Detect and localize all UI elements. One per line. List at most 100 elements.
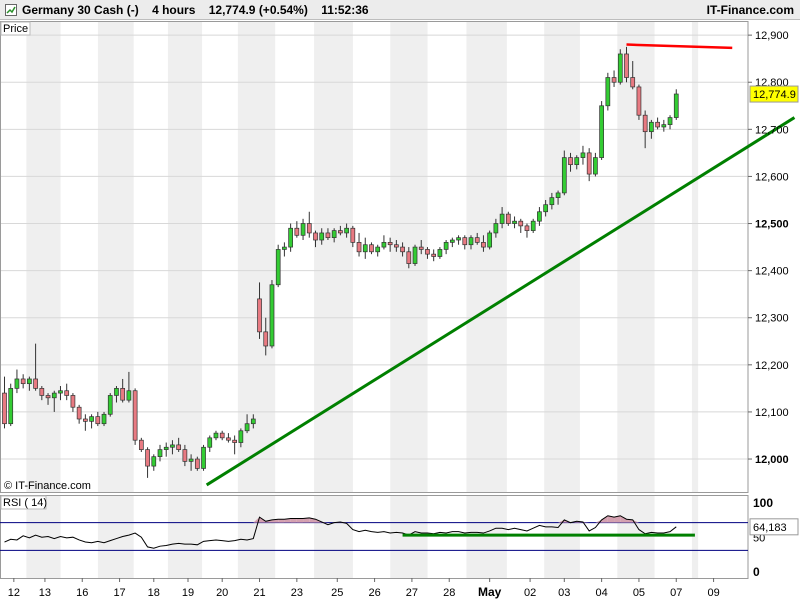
last-price: 12,774.9: [208, 3, 256, 17]
candle-bullish: [574, 157, 580, 166]
price-panel-border: [0, 21, 749, 493]
candle-bearish: [431, 253, 437, 257]
candle-bearish: [120, 388, 126, 401]
rsi-day-band: [237, 495, 276, 578]
candle-bullish: [107, 395, 113, 415]
candle-bearish: [642, 114, 648, 133]
candle-bearish: [624, 53, 629, 78]
candle-bullish: [126, 390, 132, 401]
candle-bearish: [306, 223, 312, 234]
candle-bearish: [194, 458, 200, 469]
candle-bearish: [39, 388, 45, 396]
candle-bullish: [362, 244, 368, 253]
candle-bullish: [275, 249, 281, 286]
x-axis-tick-label: 17: [113, 587, 125, 599]
candle-bearish: [406, 251, 412, 264]
candle-bearish: [481, 242, 486, 248]
candle-bearish: [655, 121, 660, 128]
rsi-overbought-fill: [582, 521, 590, 523]
candle-bullish: [300, 223, 306, 236]
candle-bearish: [338, 230, 343, 234]
rsi-overbought-fill: [303, 517, 310, 523]
candle-bullish: [101, 413, 107, 425]
candle-bullish: [170, 444, 175, 448]
resistance-line: [626, 43, 733, 50]
candle-bullish: [580, 152, 586, 158]
candle-bearish: [95, 416, 101, 425]
candle-bullish: [163, 446, 169, 450]
candle-bullish: [381, 242, 387, 248]
candle-bearish: [182, 449, 188, 462]
candle-bullish: [157, 449, 163, 458]
x-axis-tick-label: 26: [368, 587, 380, 599]
candle-bearish: [350, 227, 356, 243]
price-panel-tag: [0, 21, 31, 36]
price-day-band: [691, 21, 699, 492]
candle-bearish: [263, 331, 269, 347]
rsi-axis-tick-label: 100: [753, 496, 773, 510]
candle-bullish: [319, 232, 325, 241]
candle-bearish: [226, 437, 231, 441]
rsi-day-band: [97, 495, 134, 578]
candle-bearish: [425, 249, 430, 255]
price-axis-tick-label: 12,600: [755, 171, 789, 183]
current-price-box: [749, 85, 799, 103]
price-axis-tick-label: 12,300: [755, 313, 789, 325]
candle-bearish: [524, 225, 530, 231]
candle-bullish: [530, 220, 536, 231]
candle-bullish: [213, 432, 219, 439]
candle-bullish: [468, 237, 474, 246]
x-axis-tick-label: 21: [253, 587, 265, 599]
support-trendline: [205, 116, 796, 487]
candle-bullish: [493, 223, 499, 234]
rsi-overbought-fill: [614, 515, 621, 523]
candle-bullish: [617, 53, 623, 83]
x-axis-tick-label: May: [478, 585, 502, 599]
candle-bearish: [45, 395, 51, 399]
candle-bullish: [512, 220, 517, 224]
candle-bearish: [76, 406, 82, 420]
rsi-panel-label: RSI ( 14): [3, 497, 47, 509]
candle-bullish: [58, 390, 63, 394]
price-day-band: [26, 21, 61, 492]
candle-bearish: [145, 449, 150, 467]
candle-bullish: [456, 237, 461, 241]
candle-bullish: [89, 416, 94, 422]
candle-bullish: [649, 121, 654, 133]
rsi-axis-tick-label: 0: [753, 565, 760, 579]
candle-bullish: [543, 204, 548, 213]
candle-bullish: [188, 458, 194, 462]
candle-bullish: [375, 246, 381, 253]
candle-bearish: [636, 86, 642, 116]
price-panel-label: Price: [3, 23, 28, 35]
candle-bullish: [27, 378, 32, 385]
candle-bearish: [462, 237, 468, 246]
rsi-overbought-fill: [284, 518, 291, 523]
candle-bullish: [207, 437, 213, 448]
x-axis-tick-label: 04: [595, 587, 607, 599]
candle-bearish: [400, 246, 405, 253]
candle-bearish: [394, 244, 399, 248]
rsi-overbought-fill: [620, 515, 627, 523]
x-axis-tick-label: 27: [406, 587, 418, 599]
candle-bullish: [238, 430, 244, 443]
candle-bullish: [114, 388, 119, 396]
candle-bearish: [630, 77, 636, 88]
candle-bullish: [412, 246, 418, 264]
candle-bearish: [294, 227, 300, 236]
candle-bearish: [20, 378, 26, 385]
candle-bullish: [344, 227, 349, 234]
price-axis-tick-label: 12,100: [755, 407, 789, 419]
x-axis-tick-label: 05: [633, 587, 645, 599]
chart-header: Germany 30 Cash (-) 4 hours 12,774.9 (+0…: [0, 0, 800, 20]
candle-bearish: [70, 395, 76, 408]
candle-bearish: [64, 390, 70, 396]
candle-bearish: [387, 242, 393, 246]
rsi-panel-tag: [0, 495, 47, 510]
rsi-overbought-fill: [278, 519, 285, 523]
candle-bearish: [2, 392, 7, 425]
candle-bullish: [605, 77, 611, 107]
chart-title: Germany 30 Cash (-) 4 hours 12,774.9 (+0…: [22, 3, 369, 17]
x-axis-tick-label: 09: [707, 587, 719, 599]
